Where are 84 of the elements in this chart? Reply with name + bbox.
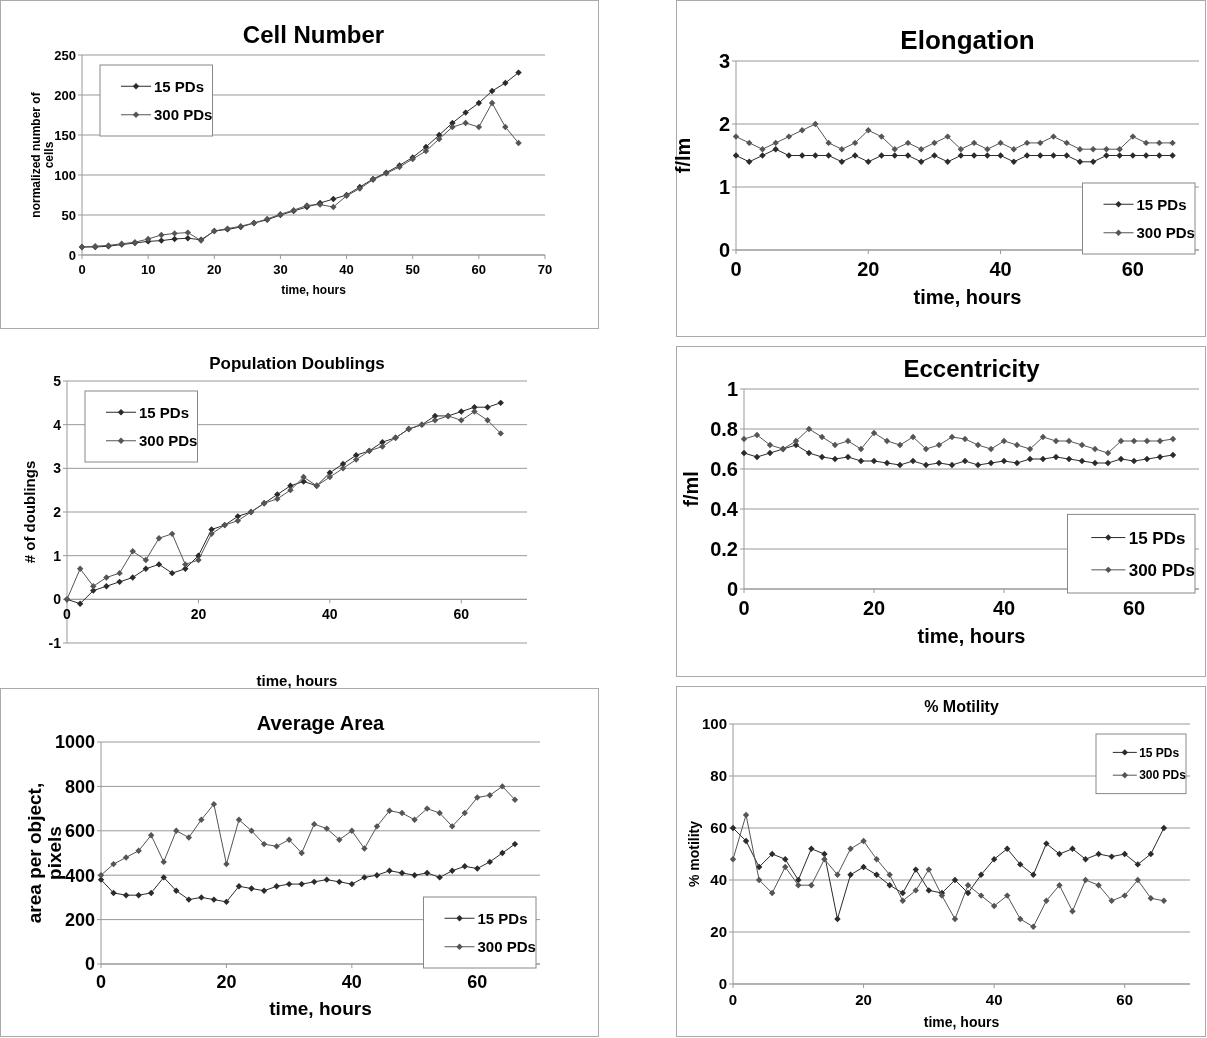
y-axis-title: f/ml [680,471,702,507]
y-tick-label: 40 [710,871,727,889]
y-axis-title: # of doublings [20,460,38,564]
y-tick-label: 0.4 [710,498,739,520]
x-tick-label: 40 [992,597,1016,619]
x-axis-title: time, hours [281,283,347,297]
y-tick-label: 1 [718,176,730,198]
chart-title: Elongation [900,25,1035,55]
y-tick-label: 1 [53,547,62,564]
y-tick-label: 0.6 [710,458,738,480]
y-tick-label: 4 [53,416,62,433]
x-tick-label: 40 [989,258,1012,280]
chart-title: % Motility [924,698,999,715]
y-axis-title: f/lm [672,137,694,174]
y-tick-label: 5 [53,372,62,389]
y-tick-label: 250 [54,47,76,63]
x-tick-label: 40 [322,606,338,623]
x-tick-label: 20 [855,991,872,1008]
x-axis-title: time, hours [913,286,1022,308]
y-tick-label: 60 [710,819,727,837]
y-tick-label: 0.8 [710,418,738,440]
y-axis-title: area per object, pixels [23,782,65,924]
y-tick-label: 150 [54,127,76,143]
x-tick-label: 40 [339,262,354,277]
legend-label: 15 PDs [154,77,205,95]
x-tick-label: 50 [405,262,420,277]
legend-label: 300 PDs [154,106,213,123]
y-tick-label: 0 [718,239,730,261]
legend-label: 15 PDs [139,403,190,421]
y-tick-label: 0.2 [710,538,738,560]
x-tick-label: 40 [985,991,1003,1008]
y-tick-label: 100 [54,167,76,183]
x-axis-title: time, hours [269,998,372,1019]
x-axis-title: time, hours [256,672,338,689]
x-tick-label: 20 [857,258,880,280]
y-tick-label: 1000 [54,732,95,753]
y-tick-label: 3 [718,50,730,72]
x-tick-label: 20 [862,597,886,619]
y-tick-label: 100 [701,715,727,733]
legend-label: 15 PDs [1136,195,1187,213]
y-tick-label: 200 [54,87,76,103]
legend-label: 300 PDs [1136,224,1195,241]
y-tick-label: 20 [710,923,727,941]
x-tick-label: 60 [1116,991,1134,1008]
y-tick-label: -1 [48,634,62,651]
y-tick-label: 0 [726,578,738,600]
chart-title: Average Area [256,712,386,734]
x-tick-label: 30 [273,262,288,277]
y-tick-label: 2 [718,113,730,135]
x-tick-label: 20 [216,972,237,992]
x-tick-label: 20 [190,606,207,623]
y-tick-label: 800 [64,776,95,797]
y-tick-label: 200 [64,909,95,930]
x-axis-title: time, hours [923,1014,1000,1030]
x-tick-label: 60 [471,262,487,277]
y-tick-label: 80 [710,767,727,785]
legend-label: 300 PDs [1139,768,1187,783]
y-tick-label: 1 [726,378,738,400]
x-tick-label: 70 [537,262,553,277]
chart-title: Eccentricity [903,355,1041,382]
x-tick-label: 60 [1121,258,1144,280]
y-tick-label: 600 [64,821,95,842]
x-tick-label: 60 [1122,597,1146,619]
x-tick-label: 40 [341,972,362,992]
x-axis-title: time, hours [917,625,1026,647]
legend-label: 15 PDs [1139,745,1180,760]
y-tick-label: 0 [84,954,95,975]
legend-label: 300 PDs [139,432,198,449]
legend-label: 15 PDs [1128,528,1186,548]
y-axis-title: % motility [685,820,702,888]
y-tick-label: 0 [68,247,76,263]
x-tick-label: 10 [140,262,156,277]
x-tick-label: 60 [453,606,470,623]
legend-label: 300 PDs [1128,560,1195,580]
y-tick-label: 3 [53,460,62,477]
y-tick-label: 400 [64,865,95,886]
y-tick-label: 2 [53,503,62,520]
x-tick-label: 20 [207,262,222,277]
legend-label: 15 PDs [477,909,528,927]
y-tick-label: 50 [61,207,76,223]
legend-label: 300 PDs [477,938,536,955]
chart-title: Cell Number [242,21,385,48]
x-tick-label: 60 [467,972,488,992]
chart-title: Population Doublings [209,354,385,373]
